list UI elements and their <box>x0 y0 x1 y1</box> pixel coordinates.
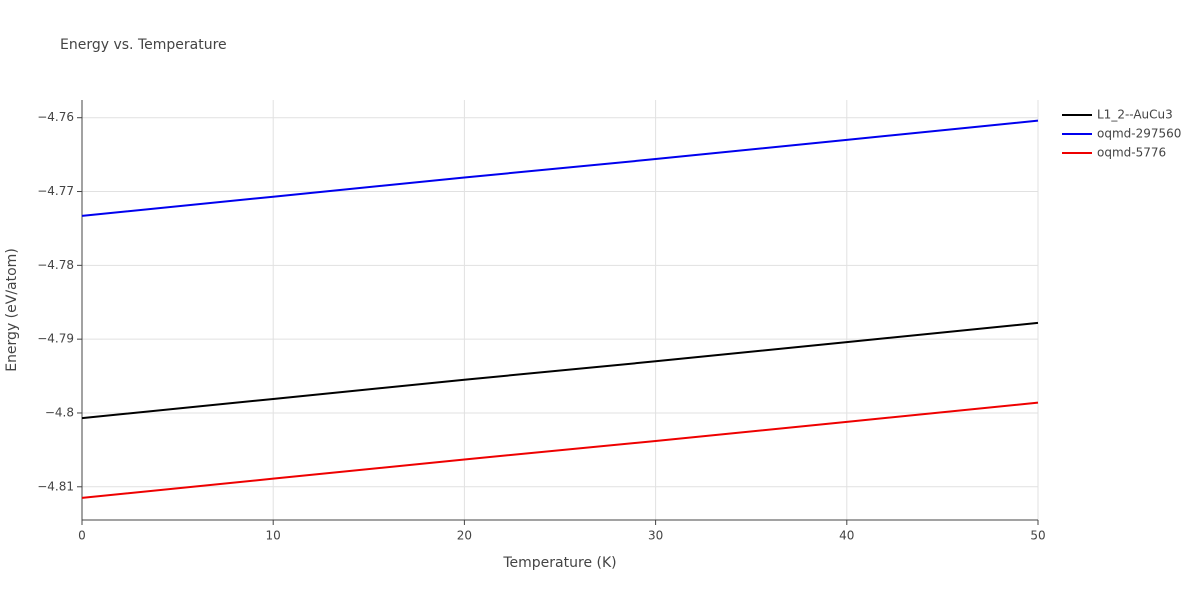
series-line <box>81 321 1039 420</box>
y-tick-label: −4.77 <box>37 184 74 198</box>
y-tick-label: −4.79 <box>37 332 74 346</box>
x-tick-label: 30 <box>648 529 663 543</box>
y-tick-label: −4.76 <box>37 110 74 124</box>
chart-title: Energy vs. Temperature <box>60 37 227 53</box>
y-axis-label: Energy (eV/atom) <box>4 248 20 372</box>
x-tick-label: 10 <box>266 529 281 543</box>
x-tick-label: 0 <box>78 529 86 543</box>
y-tick-label: −4.8 <box>45 405 74 419</box>
legend-label: oqmd-5776 <box>1097 146 1166 160</box>
legend-label: oqmd-297560 <box>1097 127 1181 141</box>
x-tick-label: 40 <box>839 529 854 543</box>
legend-label: L1_2--AuCu3 <box>1097 108 1173 122</box>
series-line <box>81 401 1039 499</box>
y-tick-label: −4.78 <box>37 258 74 272</box>
x-tick-label: 50 <box>1030 529 1045 543</box>
x-axis-label: Temperature (K) <box>502 555 616 571</box>
y-tick-label: −4.81 <box>37 479 74 493</box>
x-tick-label: 20 <box>457 529 472 543</box>
series-line <box>81 119 1039 217</box>
